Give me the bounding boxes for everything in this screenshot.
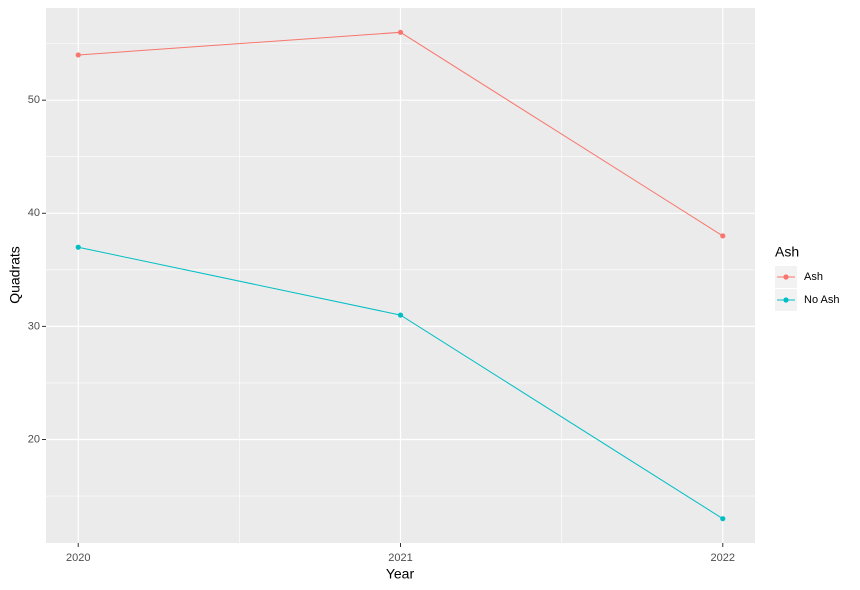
y-tick-label: 40 [28, 207, 40, 219]
data-point [75, 52, 81, 58]
y-axis-title: Quadrats [7, 246, 23, 304]
x-axis-title: Year [386, 566, 415, 582]
y-tick-label: 50 [28, 94, 40, 106]
grid [46, 8, 755, 543]
data-point [75, 244, 81, 250]
x-tick-label: 2022 [711, 552, 735, 564]
legend-title: Ash [775, 244, 799, 260]
legend-label: No Ash [804, 294, 839, 306]
data-point [397, 29, 404, 35]
legend-point [783, 274, 789, 280]
y-tick-label: 20 [28, 433, 40, 445]
data-point [720, 233, 726, 239]
marks [75, 29, 726, 522]
data-point [397, 312, 404, 318]
legend-point [783, 297, 789, 303]
legend-label: Ash [804, 271, 823, 283]
y-tick-label: 30 [28, 320, 40, 332]
x-tick-label: 2020 [66, 552, 90, 564]
data-point [720, 516, 726, 522]
x-tick-label: 2021 [388, 552, 412, 564]
legend: Ash No Ash [775, 266, 839, 311]
